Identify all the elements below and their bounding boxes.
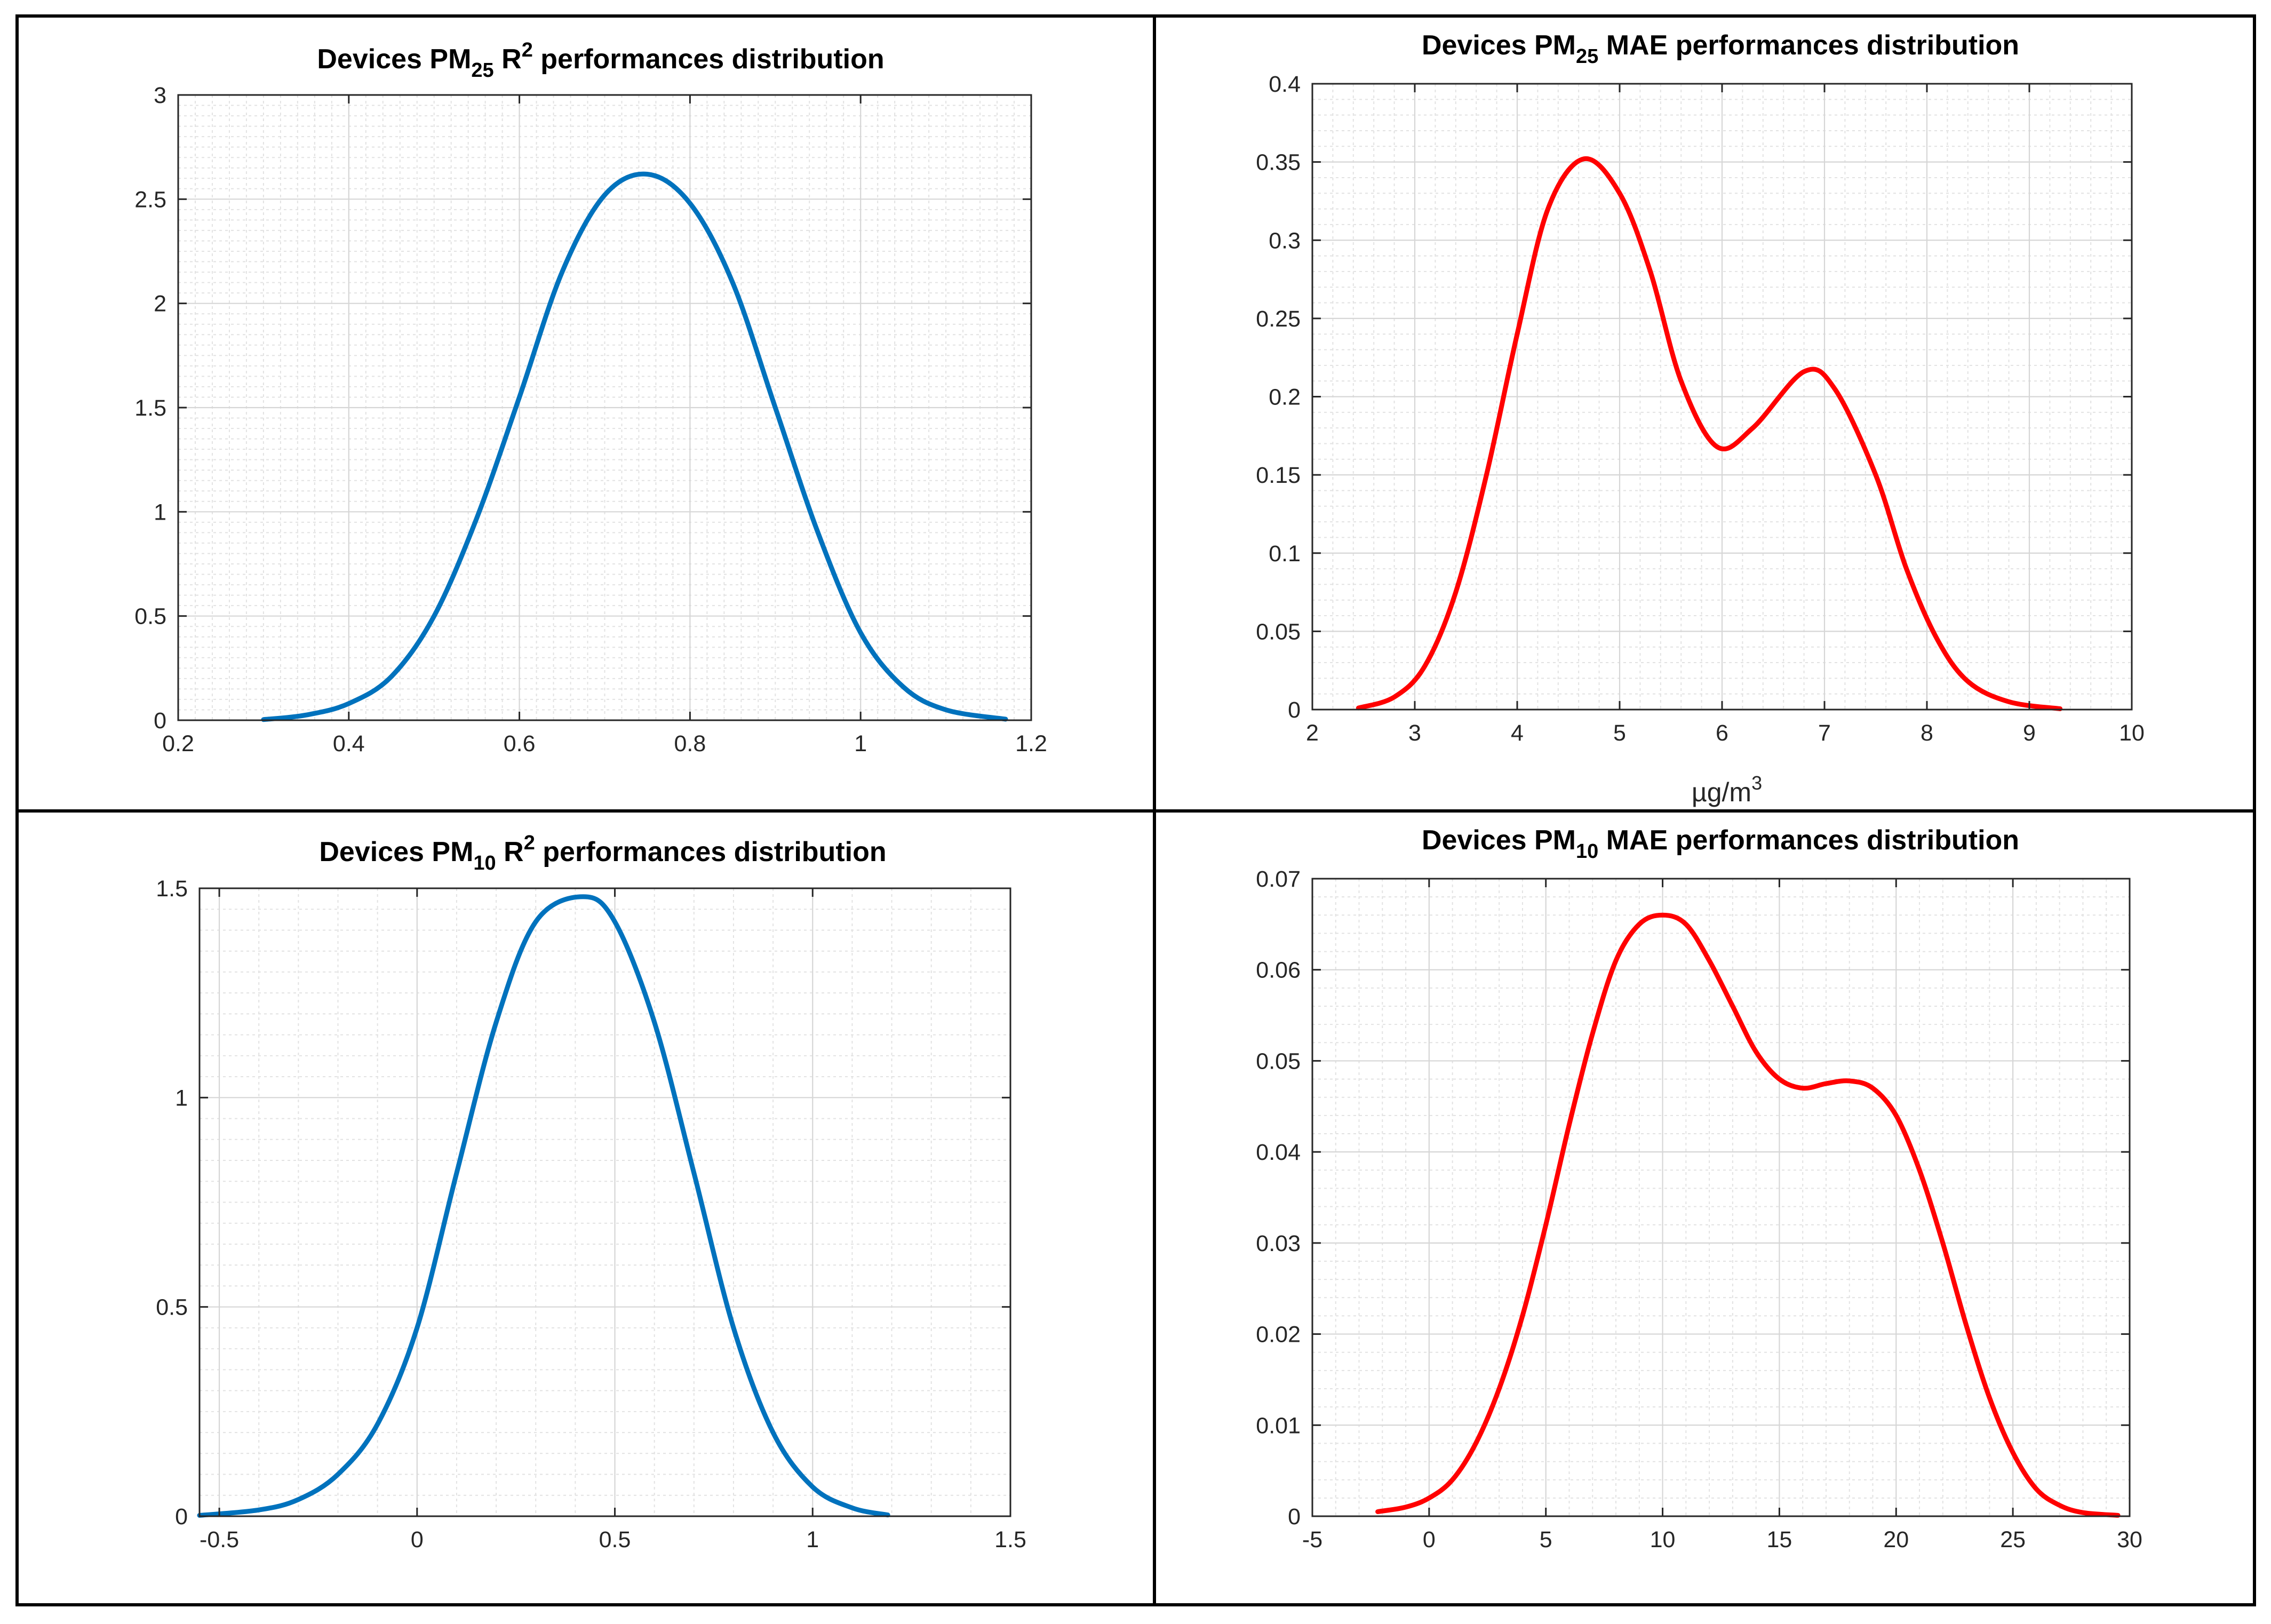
x-tick-label: 9 bbox=[2023, 720, 2036, 746]
x-tick-label: 1 bbox=[806, 1527, 819, 1553]
y-tick-label: 3 bbox=[154, 83, 166, 108]
grid bbox=[200, 887, 1011, 1517]
x-tick-label: 1 bbox=[854, 731, 867, 757]
marks bbox=[261, 171, 1008, 722]
x-tick-label: -0.5 bbox=[200, 1527, 239, 1553]
y-tick-label: 0 bbox=[154, 708, 166, 734]
x-tick-label: 0.4 bbox=[333, 731, 365, 757]
x-tick-label: 3 bbox=[1408, 720, 1421, 746]
x-tick-label: 10 bbox=[2119, 720, 2145, 746]
chart-title: Devices PM25 R2 performances distributio… bbox=[317, 39, 884, 82]
y-tick-label: 0.04 bbox=[1256, 1140, 1301, 1165]
x-tick-label: 0.5 bbox=[599, 1527, 631, 1553]
y-tick-label: 2 bbox=[154, 291, 166, 317]
x-tick-label: 8 bbox=[1921, 720, 1933, 746]
panel-pm25-r2: Devices PM25 R2 performances distributio… bbox=[15, 14, 1156, 813]
density-curve bbox=[197, 894, 890, 1518]
x-tick-label: 10 bbox=[1650, 1527, 1676, 1553]
panel-border bbox=[1153, 809, 2256, 1606]
density-curve bbox=[1375, 912, 2121, 1518]
axes: -0.5 0 0.5 1 1.5 0 0.5 1 1.5 bbox=[156, 876, 1026, 1553]
density-curve bbox=[261, 171, 1008, 722]
x-tick-label: 0.8 bbox=[674, 731, 706, 757]
y-tick-label: 0.01 bbox=[1256, 1413, 1301, 1438]
axes: 2 3 4 5 6 7 8 9 10 0 0.05 0.1 0.15 0.2 0.25 0.3 0.35 0.4 bbox=[1256, 71, 2145, 746]
panel-pm10-r2: Devices PM10 R2 performances distributio… bbox=[15, 809, 1156, 1606]
y-tick-label: 0.5 bbox=[156, 1295, 188, 1320]
y-tick-label: 0.05 bbox=[1256, 1048, 1301, 1074]
grid bbox=[1311, 878, 2131, 1517]
axes: -5 0 5 10 15 20 25 3000.010.020.030.040.050.060… bbox=[1256, 866, 2142, 1553]
x-tick-label: 0.6 bbox=[504, 731, 536, 757]
x-tick-label: 30 bbox=[2117, 1527, 2142, 1553]
axes-box bbox=[198, 887, 1011, 1517]
x-tick-label: 5 bbox=[1540, 1527, 1552, 1553]
chart-title: Devices PM10 MAE performances distributi… bbox=[1422, 825, 2019, 863]
y-tick-label: 2.5 bbox=[134, 187, 166, 212]
x-tick-label: 2 bbox=[1306, 720, 1319, 746]
y-tick-label: 0 bbox=[1288, 697, 1301, 723]
y-tick-label: 0 bbox=[175, 1504, 188, 1530]
x-axis-label: µg/m3 bbox=[1692, 772, 1762, 807]
y-tick-label: 0.25 bbox=[1256, 306, 1301, 332]
y-tick-label: 1 bbox=[175, 1085, 188, 1111]
chart-title: Devices PM10 R2 performances distributio… bbox=[319, 832, 886, 874]
y-tick-label: 0.07 bbox=[1256, 866, 1301, 892]
x-tick-label: 20 bbox=[1883, 1527, 1909, 1553]
marks bbox=[197, 894, 890, 1518]
x-tick-label: 1.5 bbox=[994, 1527, 1026, 1553]
marks bbox=[1356, 156, 2063, 711]
y-tick-label: 0 bbox=[1288, 1504, 1301, 1530]
y-tick-label: 1.5 bbox=[156, 876, 188, 902]
panel-pm25-mae: Devices PM25 MAE performances distributi… bbox=[1153, 14, 2256, 813]
y-tick-label: 0.03 bbox=[1256, 1231, 1301, 1256]
y-tick-label: 0.15 bbox=[1256, 463, 1301, 488]
y-tick-label: 0.35 bbox=[1256, 150, 1301, 176]
y-tick-label: 0.1 bbox=[1269, 541, 1301, 567]
x-tick-label: 6 bbox=[1716, 720, 1728, 746]
y-tick-label: 0.5 bbox=[134, 604, 166, 630]
x-tick-label: 15 bbox=[1767, 1527, 1792, 1553]
x-tick-label: 0.2 bbox=[162, 731, 194, 757]
y-tick-label: 0.2 bbox=[1269, 385, 1301, 410]
x-tick-label: 1.2 bbox=[1015, 731, 1047, 757]
x-tick-label: -5 bbox=[1302, 1527, 1322, 1553]
y-tick-label: 1.5 bbox=[134, 395, 166, 421]
axes-box bbox=[1311, 878, 2131, 1517]
panel-pm10-mae: Devices PM10 MAE performances distributi… bbox=[1153, 809, 2256, 1606]
axes: 0.2 0.4 0.6 0.8 1 1.2 0 0.5 1 1.5 2 2.5 3 bbox=[134, 83, 1047, 757]
x-tick-label: 25 bbox=[2000, 1527, 2026, 1553]
x-tick-label: 0 bbox=[1423, 1527, 1436, 1553]
y-tick-label: 0.4 bbox=[1269, 71, 1301, 97]
y-tick-label: 1 bbox=[154, 499, 166, 525]
y-tick-label: 0.3 bbox=[1269, 228, 1301, 253]
x-tick-label: 7 bbox=[1818, 720, 1831, 746]
marks bbox=[1375, 912, 2121, 1518]
y-tick-label: 0.02 bbox=[1256, 1322, 1301, 1348]
grid bbox=[1311, 83, 2133, 711]
density-curve bbox=[1356, 156, 2063, 711]
x-tick-label: 4 bbox=[1511, 720, 1524, 746]
y-tick-label: 0.06 bbox=[1256, 958, 1301, 983]
x-tick-label: 5 bbox=[1613, 720, 1626, 746]
x-tick-label: 0 bbox=[411, 1527, 424, 1553]
chart-title: Devices PM25 MAE performances distributi… bbox=[1422, 30, 2019, 68]
y-tick-label: 0.05 bbox=[1256, 619, 1301, 644]
